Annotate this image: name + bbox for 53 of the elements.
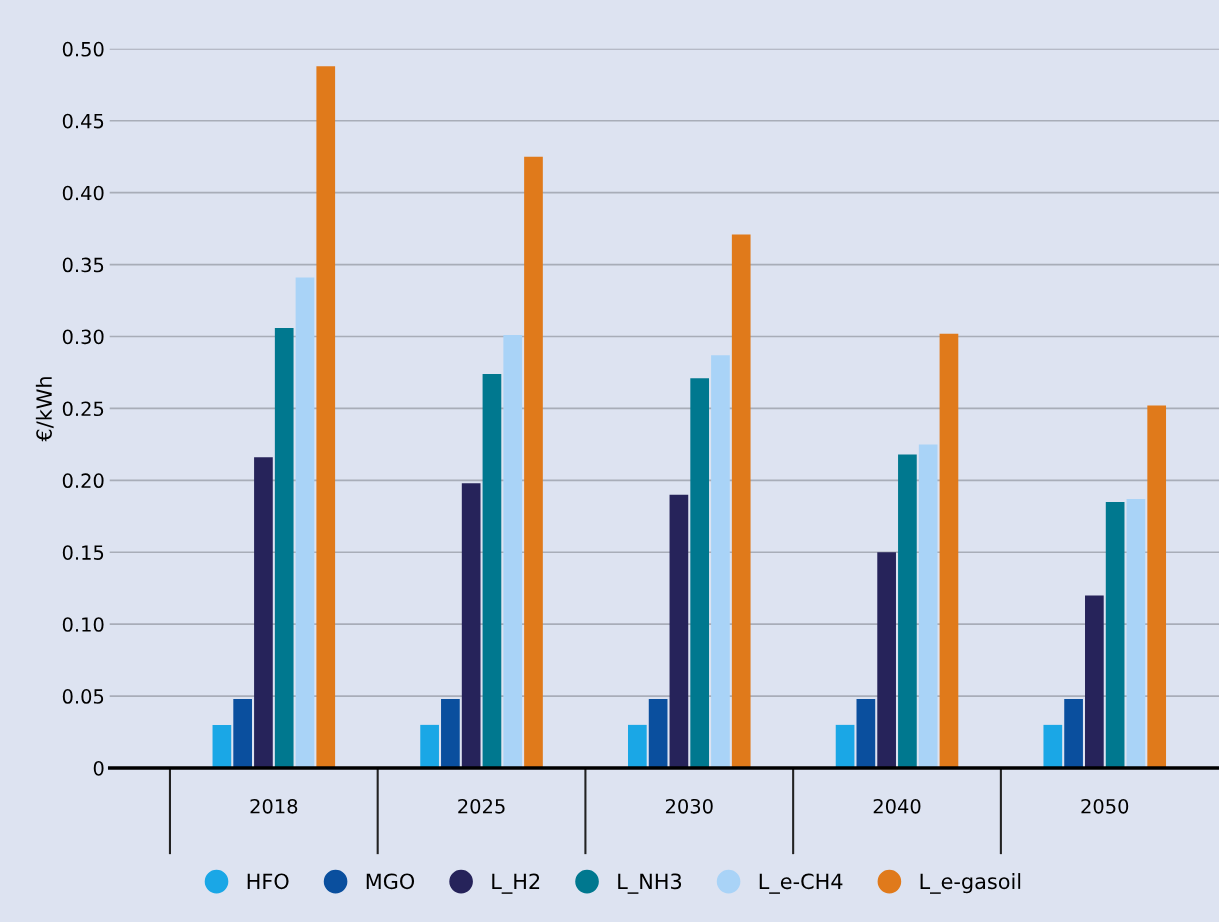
bar <box>254 457 273 769</box>
x-tick-label: 2030 <box>665 798 713 814</box>
bar <box>856 698 876 769</box>
bar <box>212 724 232 769</box>
bar <box>1064 698 1083 769</box>
legend-label: L_NH3 <box>618 873 682 894</box>
bar <box>918 444 938 769</box>
bar <box>1147 405 1167 769</box>
bar <box>835 724 855 769</box>
bar <box>316 66 336 769</box>
legend-label: MGO <box>366 873 415 890</box>
y-tick-label: 0.20 <box>62 473 104 489</box>
bar <box>1105 501 1125 769</box>
legend-label: L_e-CH4 <box>759 873 843 894</box>
bar <box>690 378 710 769</box>
x-tick-label: 2040 <box>873 798 921 814</box>
x-tick-label: 2018 <box>250 798 298 814</box>
bar <box>441 698 460 769</box>
bar <box>648 698 668 769</box>
bar <box>461 483 481 769</box>
bar <box>524 156 543 769</box>
y-tick-label: 0.05 <box>62 689 104 704</box>
y-tick-label: 0.40 <box>62 185 104 201</box>
bar <box>669 494 689 769</box>
bar <box>482 373 502 769</box>
bar <box>420 724 439 769</box>
y-axis-title: €/kWh <box>35 377 54 442</box>
bar <box>1085 595 1104 769</box>
x-tick-label: 2025 <box>458 798 505 814</box>
x-tick-label: 2050 <box>1081 798 1129 814</box>
bar <box>711 355 730 769</box>
bar <box>295 277 315 769</box>
bar <box>233 698 253 769</box>
bar <box>898 454 917 769</box>
legend-label: L_H2 <box>492 873 540 894</box>
y-tick-label: 0 <box>93 760 104 776</box>
bar <box>1126 499 1146 769</box>
legend-label: L_e-gasoil <box>920 873 1021 894</box>
y-tick-label: 0.10 <box>62 617 104 632</box>
bar <box>939 333 959 769</box>
y-tick-label: 0.15 <box>62 545 104 560</box>
y-tick-label: 0.25 <box>62 401 104 417</box>
bar <box>274 327 294 769</box>
legend-label: HFO <box>247 873 289 890</box>
bar <box>503 335 523 769</box>
bar <box>731 234 751 769</box>
y-tick-label: 0.50 <box>62 41 104 57</box>
y-tick-label: 0.30 <box>62 329 104 345</box>
bar <box>877 552 896 769</box>
y-tick-label: 0.35 <box>62 257 104 273</box>
bar <box>1043 724 1063 769</box>
y-tick-label: 0.45 <box>62 113 104 129</box>
bar <box>628 724 647 769</box>
